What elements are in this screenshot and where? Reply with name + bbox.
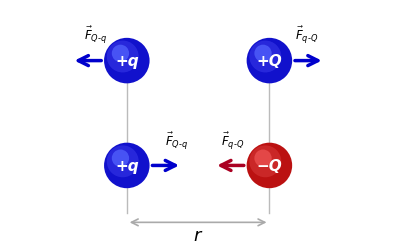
Circle shape [107, 40, 139, 72]
Circle shape [249, 40, 281, 72]
Circle shape [247, 143, 292, 188]
Text: $\vec{F}_{q\text{-}Q}$: $\vec{F}_{q\text{-}Q}$ [221, 131, 245, 152]
Text: $\vec{F}_{Q\text{-}q}$: $\vec{F}_{Q\text{-}q}$ [84, 25, 107, 46]
Circle shape [112, 150, 129, 167]
Circle shape [249, 146, 281, 177]
Text: +Q: +Q [256, 54, 282, 69]
Text: $\vec{F}_{q\text{-}Q}$: $\vec{F}_{q\text{-}Q}$ [295, 25, 318, 46]
Circle shape [104, 38, 150, 83]
Circle shape [247, 38, 292, 83]
Text: −Q: −Q [256, 158, 282, 174]
Circle shape [104, 143, 150, 188]
Circle shape [107, 146, 139, 177]
Circle shape [254, 150, 272, 167]
Text: +q: +q [115, 54, 139, 69]
Text: $r$: $r$ [193, 226, 203, 244]
Circle shape [112, 45, 129, 62]
Circle shape [254, 45, 272, 62]
Text: $\vec{F}_{Q\text{-}q}$: $\vec{F}_{Q\text{-}q}$ [164, 131, 188, 152]
Text: +q: +q [115, 158, 139, 174]
